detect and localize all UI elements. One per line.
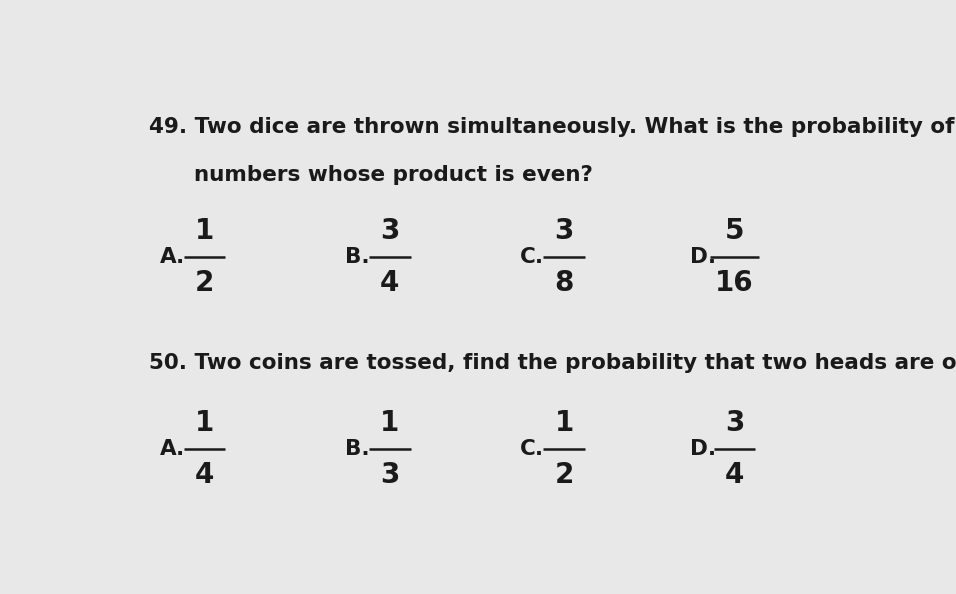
Text: 2: 2 bbox=[195, 269, 214, 297]
Text: 1: 1 bbox=[554, 409, 574, 437]
Text: 5: 5 bbox=[725, 217, 744, 245]
Text: 8: 8 bbox=[554, 269, 574, 297]
Text: 2: 2 bbox=[554, 461, 574, 489]
Text: 49. Two dice are thrown simultaneously. What is the probability of getting two: 49. Two dice are thrown simultaneously. … bbox=[149, 117, 956, 137]
Text: 1: 1 bbox=[195, 217, 214, 245]
Text: 1: 1 bbox=[380, 409, 400, 437]
Text: D.: D. bbox=[690, 247, 716, 267]
Text: 16: 16 bbox=[715, 269, 753, 297]
Text: 50. Two coins are tossed, find the probability that two heads are obtained.: 50. Two coins are tossed, find the proba… bbox=[149, 353, 956, 372]
Text: A.: A. bbox=[161, 438, 185, 459]
Text: C.: C. bbox=[520, 247, 544, 267]
Text: A.: A. bbox=[161, 247, 185, 267]
Text: 4: 4 bbox=[195, 461, 214, 489]
Text: 3: 3 bbox=[725, 409, 744, 437]
Text: B.: B. bbox=[345, 438, 370, 459]
Text: 3: 3 bbox=[554, 217, 574, 245]
Text: C.: C. bbox=[520, 438, 544, 459]
Text: numbers whose product is even?: numbers whose product is even? bbox=[149, 165, 593, 185]
Text: D.: D. bbox=[690, 438, 716, 459]
Text: 3: 3 bbox=[380, 461, 400, 489]
Text: 1: 1 bbox=[195, 409, 214, 437]
Text: 3: 3 bbox=[380, 217, 400, 245]
Text: 4: 4 bbox=[725, 461, 744, 489]
Text: B.: B. bbox=[345, 247, 370, 267]
Text: 4: 4 bbox=[380, 269, 400, 297]
